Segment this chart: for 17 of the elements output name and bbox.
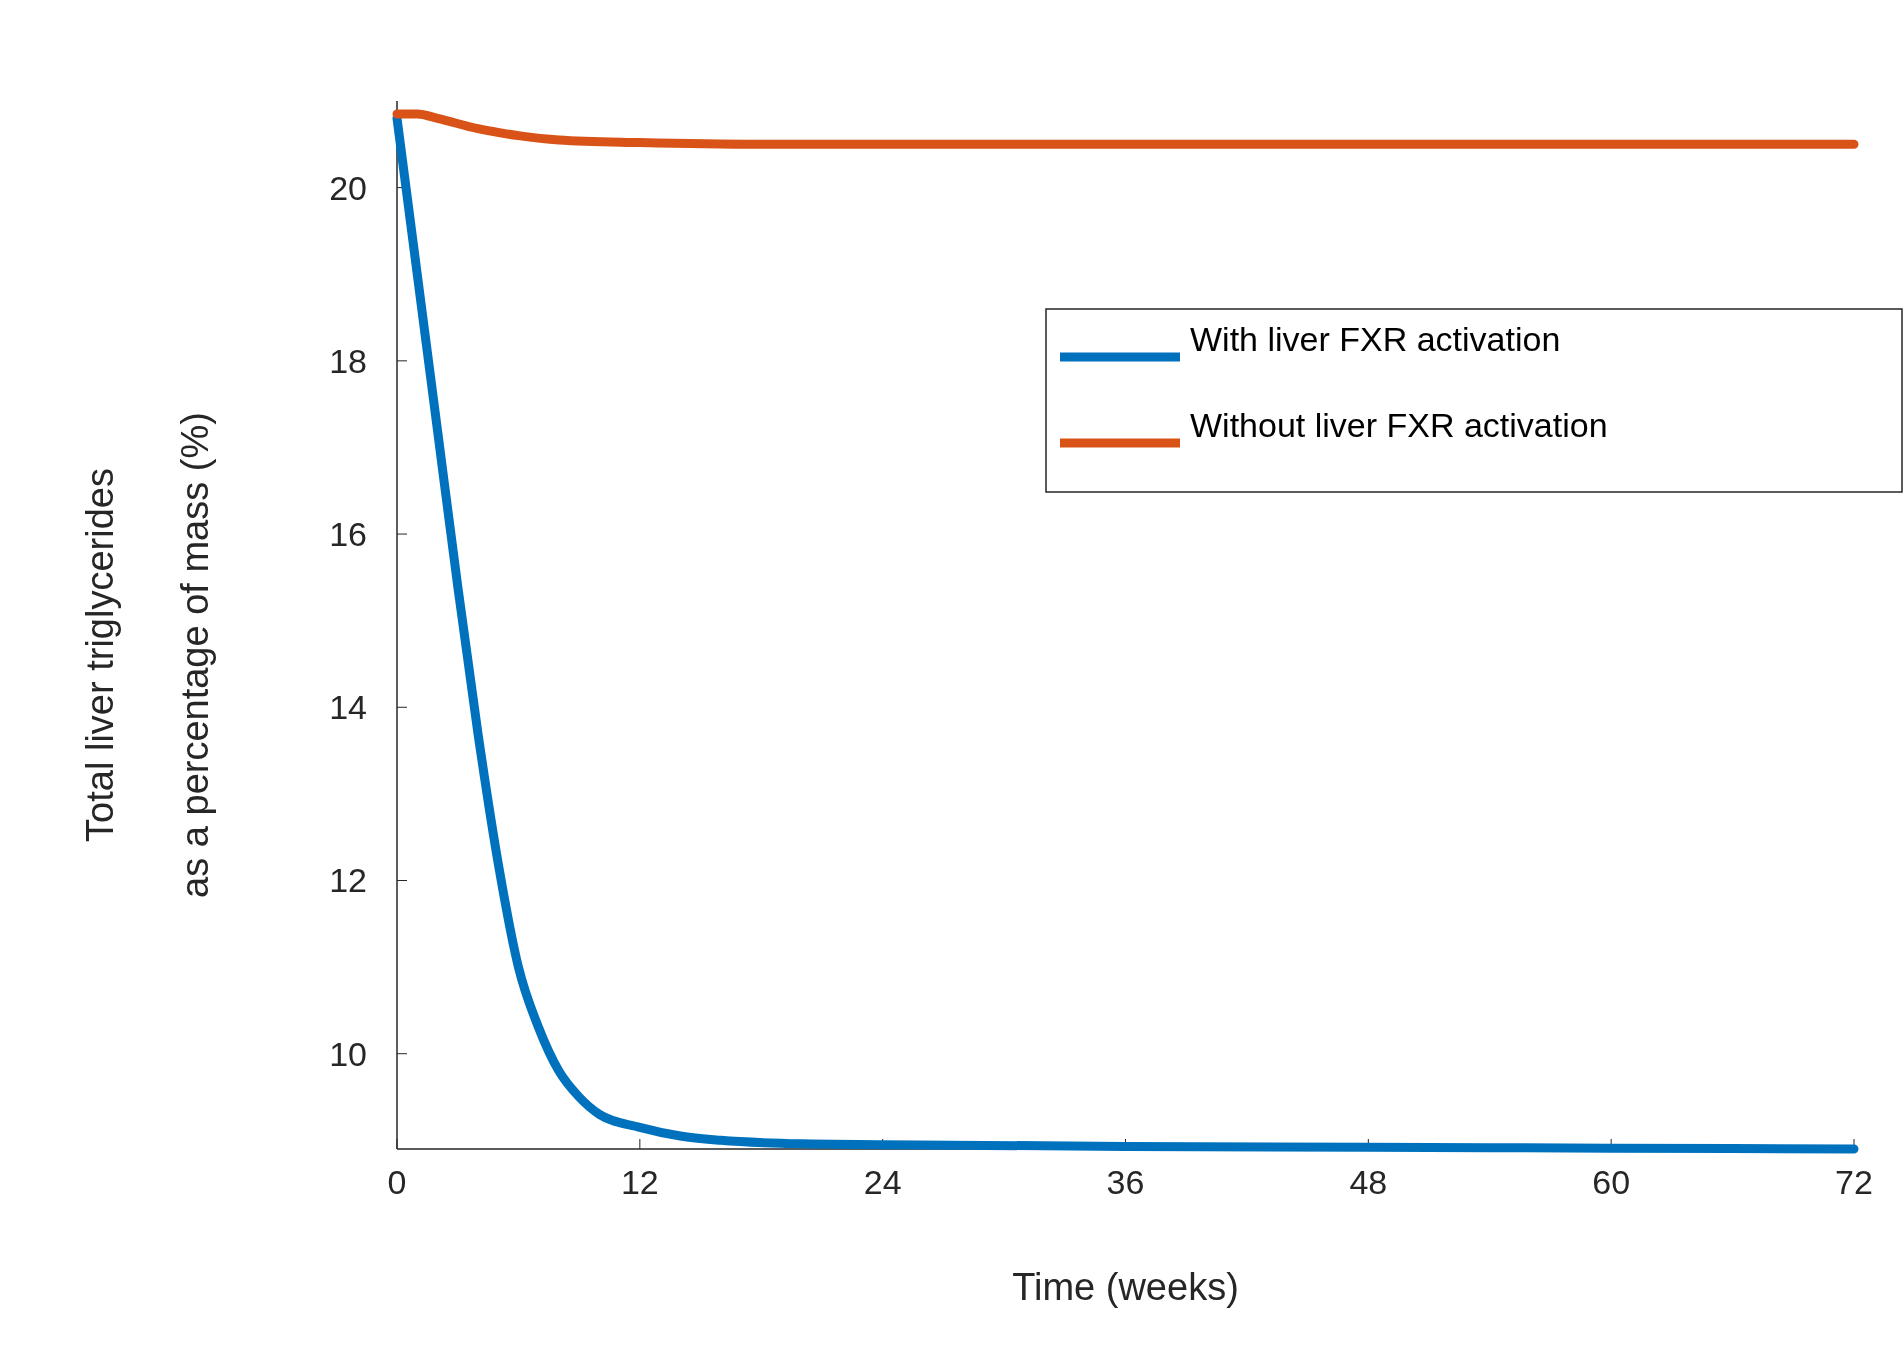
x-tick-label: 72 <box>1835 1163 1873 1201</box>
x-tick-label: 60 <box>1592 1163 1631 1201</box>
x-tick-label: 36 <box>1106 1163 1145 1201</box>
x-axis-title: Time (weeks) <box>1012 1266 1239 1308</box>
x-tick-label: 24 <box>863 1163 902 1201</box>
y-tick-label: 16 <box>329 514 367 553</box>
legend-label: With liver FXR activation <box>1190 319 1561 358</box>
y-tick-label: 10 <box>329 1034 367 1073</box>
y-tick-label: 20 <box>329 168 367 207</box>
y-tick-label: 18 <box>329 341 367 380</box>
y-tick-label: 12 <box>329 861 367 900</box>
x-tick-label: 12 <box>620 1163 659 1201</box>
x-tick-label: 0 <box>387 1163 407 1201</box>
text: Total liver triglycerides as a percentage of mass (%) <box>79 412 216 898</box>
legend-label: Without liver FXR activation <box>1190 405 1608 444</box>
x-tick-label: 48 <box>1349 1163 1388 1201</box>
y-tick-label: 14 <box>329 688 367 727</box>
